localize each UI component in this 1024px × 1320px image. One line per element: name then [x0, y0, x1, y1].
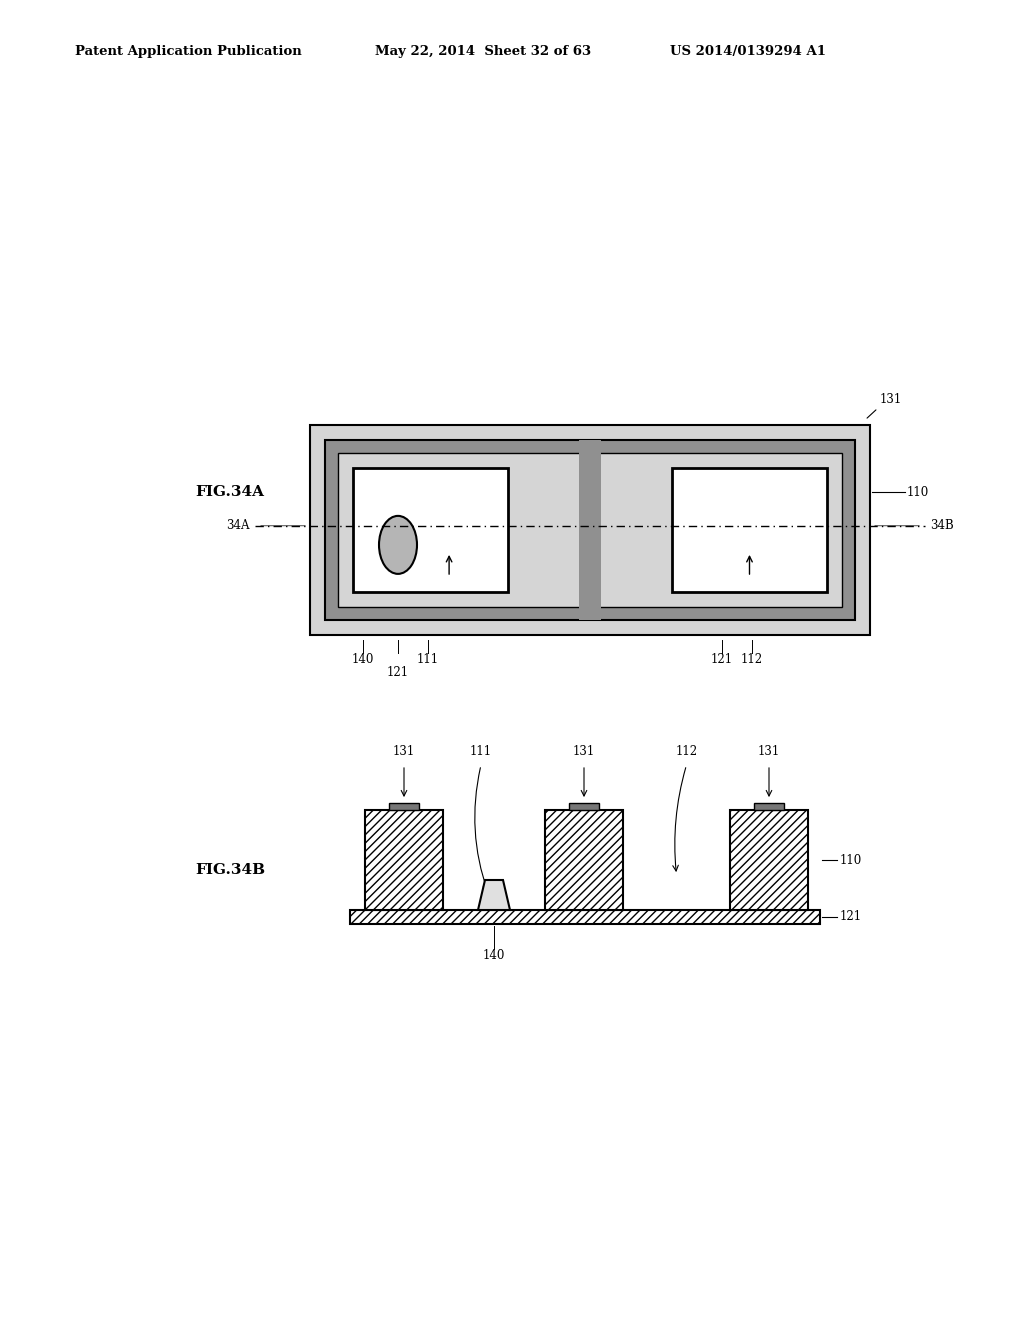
Text: 111: 111 — [417, 653, 439, 667]
Text: 131: 131 — [393, 744, 415, 758]
Bar — [338, 453, 842, 607]
Text: 131: 131 — [880, 393, 902, 407]
Text: May 22, 2014  Sheet 32 of 63: May 22, 2014 Sheet 32 of 63 — [375, 45, 591, 58]
Bar — [325, 440, 855, 620]
Bar — [353, 469, 508, 591]
Text: 121: 121 — [387, 667, 409, 678]
Text: Patent Application Publication: Patent Application Publication — [75, 45, 302, 58]
Bar — [310, 425, 870, 635]
Bar — [350, 909, 820, 924]
Ellipse shape — [379, 516, 417, 574]
Bar — [754, 803, 784, 810]
Text: FIG.34A: FIG.34A — [195, 486, 264, 499]
Bar — [569, 803, 599, 810]
Bar — [545, 810, 623, 909]
Text: 140: 140 — [352, 653, 374, 667]
Text: 110: 110 — [840, 854, 862, 866]
Text: US 2014/0139294 A1: US 2014/0139294 A1 — [670, 45, 826, 58]
Text: 34B: 34B — [930, 519, 953, 532]
Text: 140: 140 — [482, 949, 505, 962]
Text: 131: 131 — [758, 744, 780, 758]
Text: FIG.34B: FIG.34B — [195, 863, 265, 876]
Polygon shape — [478, 880, 510, 909]
Bar — [730, 810, 808, 909]
Bar — [579, 440, 601, 620]
Text: 110: 110 — [907, 486, 929, 499]
Text: 121: 121 — [711, 653, 733, 667]
Text: 131: 131 — [572, 744, 595, 758]
Bar — [365, 810, 443, 909]
Text: 111: 111 — [470, 744, 493, 758]
Text: 112: 112 — [741, 653, 763, 667]
Text: 112: 112 — [676, 744, 697, 758]
Bar — [672, 469, 827, 591]
Bar — [389, 803, 419, 810]
Text: 121: 121 — [840, 911, 862, 924]
Text: 34A: 34A — [226, 519, 250, 532]
